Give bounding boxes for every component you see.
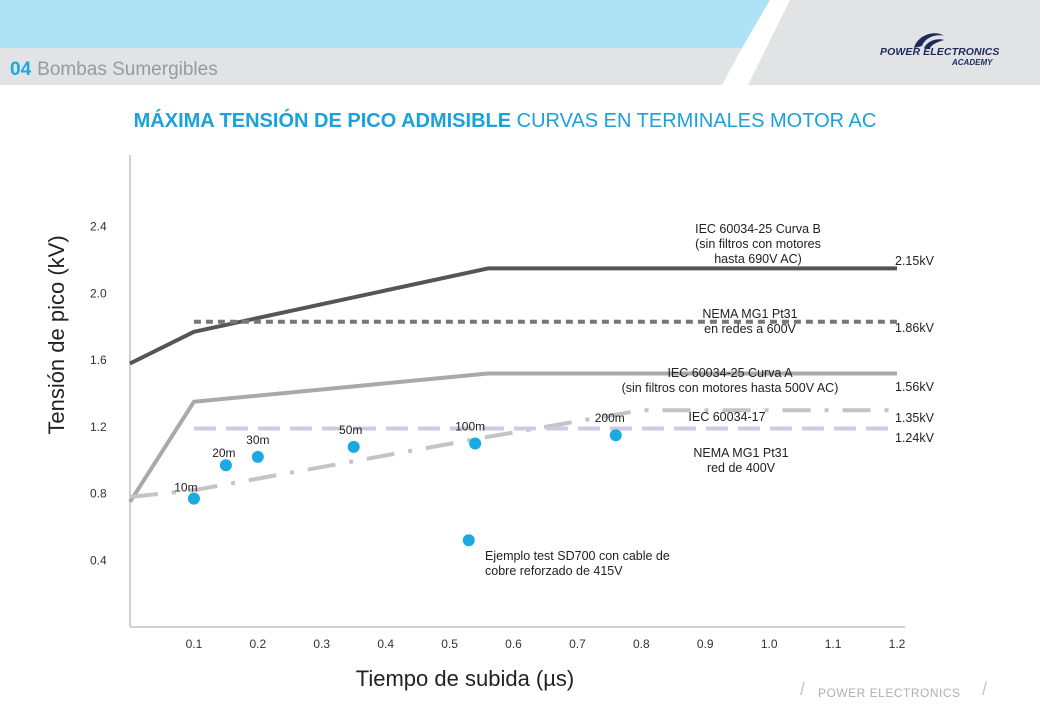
chart-title-bold: MÁXIMA TENSIÓN DE PICO ADMISIBLE [133,110,512,132]
test-point [187,492,200,505]
test-point-label: 50m [339,423,362,437]
series-end-label: 1.86kV [895,321,935,335]
series-label: NEMA MG1 Pt31 en redes a 600V [702,307,797,336]
x-tick-label: 0.4 [377,637,394,651]
test-points: 10m 20m 30m 50m 100m 200m [174,411,625,505]
header-logo-panel [748,0,1040,85]
x-tick-label: 0.9 [697,637,714,651]
logo-brand: POWER ELECTRONICS [880,46,1000,58]
header-gray-bar [0,48,742,85]
x-tick-label: 0.7 [569,637,586,651]
test-point [219,459,232,472]
chart-title: MÁXIMA TENSIÓN DE PICO ADMISIBLE CURVAS … [0,110,1010,133]
footer: / POWER ELECTRONICS / [798,679,998,704]
series-end-label: 1.35kV [895,411,935,425]
series-labels: IEC 60034-25 Curva B (sin filtros con mot… [622,222,839,475]
chart-title-rest: CURVAS EN TERMINALES MOTOR AC [516,110,877,132]
test-point-label: 30m [246,433,269,447]
y-tick-label: 1.6 [90,353,107,367]
test-point [251,450,264,463]
series-end-labels: 2.15kV 1.86kV 1.56kV 1.35kV 1.24kV [895,254,935,445]
header-banner [0,0,1040,85]
test-point-label: 200m [595,411,625,425]
series-line [128,371,897,503]
header: 04 Bombas Sumergibles POWER ELECTRONICS A… [0,0,1040,85]
x-tick-label: 0.5 [441,637,458,651]
x-tick-label: 1.1 [825,637,842,651]
header-band [0,0,770,48]
logo-icon [914,33,944,48]
legend-text: Ejemplo test SD700 con cable de cobre ref… [485,549,670,578]
test-point [469,437,482,450]
test-point [347,440,360,453]
series-end-label: 1.24kV [895,431,935,445]
y-tick-label: 0.8 [90,487,107,501]
section-heading: 04 Bombas Sumergibles [10,58,218,82]
test-point-label: 10m [174,481,197,495]
y-axis-label: Tensión de pico (kV) [44,235,69,434]
series-label: NEMA MG1 Pt31 red de 400V [693,446,788,475]
series-end-label: 2.15kV [895,254,935,268]
y-tick-label: 0.4 [90,553,107,567]
section-number: 04 [10,59,32,80]
x-tick-label: 0.3 [313,637,330,651]
x-axis-label: Tiempo de subida (µs) [356,666,575,691]
footer-slash-right: / [982,679,988,699]
x-tick-label: 1.0 [761,637,778,651]
series-lines [128,266,897,503]
series-end-label: 1.56kV [895,380,935,394]
x-tick-label: 0.1 [186,637,203,651]
x-tick-label: 1.2 [889,637,906,651]
y-tick-labels: 0.4 0.8 1.2 1.6 2.0 2.4 [90,220,107,568]
x-tick-label: 0.8 [633,637,650,651]
test-point-label: 100m [455,420,485,434]
footer-text: POWER ELECTRONICS [818,686,961,700]
test-point [609,429,622,442]
legend-marker [462,534,475,547]
x-tick-label: 0.2 [249,637,266,651]
test-point-label: 20m [212,446,235,460]
y-tick-label: 2.4 [90,220,107,234]
company-logo: POWER ELECTRONICS ACADEMY [868,30,1018,70]
section-title: Bombas Sumergibles [37,59,218,80]
series-line [129,266,897,366]
series-label: IEC 60034-17 [688,410,765,424]
series-line [129,408,897,499]
x-tick-labels: 0.1 0.2 0.3 0.4 0.5 0.6 0.7 0.8 0.9 1.0 1.1 1.2 [186,637,906,651]
logo-academy: ACADEMY [952,58,993,67]
y-tick-label: 2.0 [90,286,107,300]
series-label: IEC 60034-25 Curva B (sin filtros con mot… [695,222,821,266]
series-label: IEC 60034-25 Curva A (sin filtros con mot… [622,366,839,395]
x-tick-label: 0.6 [505,637,522,651]
footer-slash-left: / [800,679,806,699]
test-legend: Ejemplo test SD700 con cable de cobre ref… [462,534,670,578]
y-tick-label: 1.2 [90,420,107,434]
